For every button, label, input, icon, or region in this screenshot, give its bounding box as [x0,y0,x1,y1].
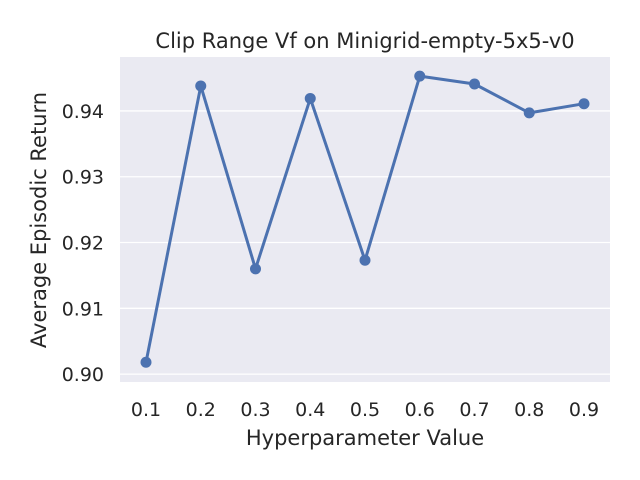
data-point [140,356,152,368]
y-tick-label: 0.92 [62,233,104,255]
y-axis-label: Average Episodic Return [27,92,51,348]
x-tick-label: 0.5 [350,399,380,421]
y-tick-label: 0.91 [62,298,104,320]
y-tick-label: 0.93 [62,167,104,189]
y-tick-label: 0.94 [62,101,104,123]
data-point [359,254,371,266]
x-tick-label: 0.1 [131,399,161,421]
data-point [304,92,316,104]
x-tick-label: 0.8 [514,399,544,421]
x-tick-label: 0.7 [459,399,489,421]
x-tick-labels: 0.1 0.2 0.3 0.4 0.5 0.6 0.7 0.8 0.9 [131,399,599,421]
x-tick-label: 0.9 [569,399,599,421]
grid-lines [120,110,610,375]
x-axis-label: Hyperparameter Value [246,426,484,450]
series-layer [140,70,590,368]
y-tick-label: 0.90 [62,364,104,386]
y-tick-labels: 0.90 0.91 0.92 0.93 0.94 [62,101,104,386]
x-tick-label: 0.6 [405,399,435,421]
x-tick-label: 0.4 [295,399,325,421]
data-point [195,80,207,92]
data-point [523,107,535,119]
x-tick-label: 0.3 [240,399,270,421]
data-point [469,78,480,90]
data-point [250,263,261,275]
data-point [414,70,426,82]
x-tick-label: 0.2 [186,399,216,421]
data-point [578,98,590,110]
plot-area [120,57,610,382]
chart-title: Clip Range Vf on Minigrid-empty-5x5-v0 [155,29,574,53]
